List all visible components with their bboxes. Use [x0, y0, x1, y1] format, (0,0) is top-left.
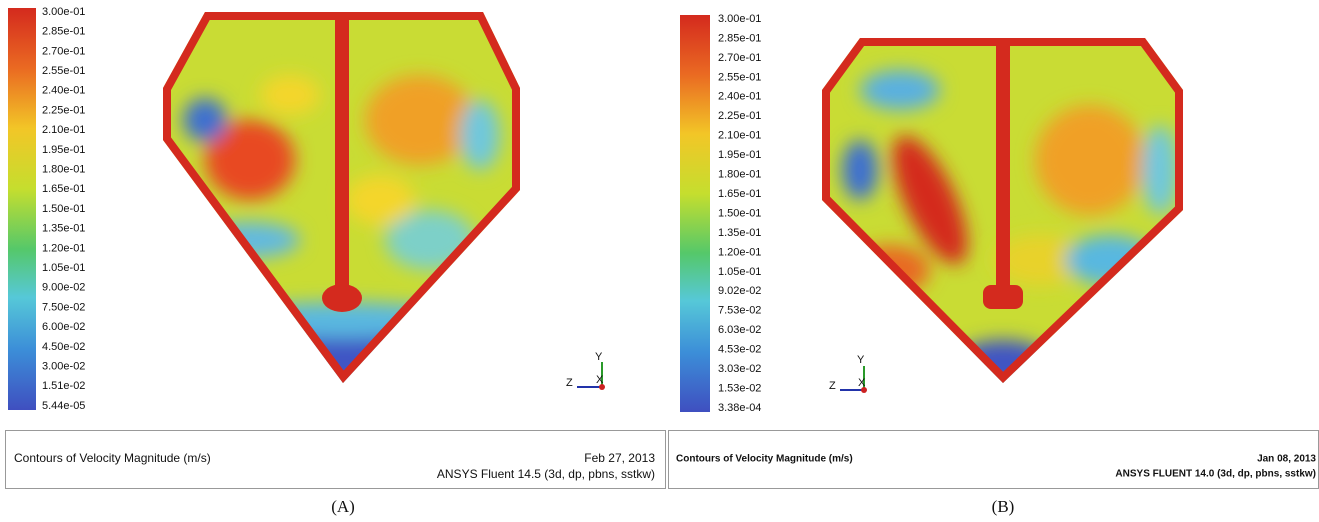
colorbar-label: 1.65e-01 [718, 188, 761, 200]
colorbar-label: 2.25e-01 [718, 110, 761, 122]
colorbar-label: 2.55e-01 [718, 71, 761, 83]
colorbar-label: 1.05e-01 [42, 262, 85, 274]
colorbar-label: 3.03e-02 [718, 363, 761, 375]
axis-triad: Y Z X [566, 351, 605, 390]
colorbar-label: 7.50e-02 [42, 301, 85, 313]
colorbar-label: 6.00e-02 [42, 321, 85, 333]
colorbar-label: 1.50e-01 [718, 207, 761, 219]
axis-label: X [596, 374, 604, 386]
colorbar-label: 2.40e-01 [718, 91, 761, 103]
colorbar-label: 5.44e-05 [42, 400, 85, 412]
colorbar-label: 1.80e-01 [718, 169, 761, 181]
colorbar-label: 3.00e-01 [42, 6, 85, 18]
colorbar-label: 2.70e-01 [42, 45, 85, 57]
axis-label: Y [857, 354, 865, 366]
colorbar-label: 4.50e-02 [42, 341, 85, 353]
footer-software: ANSYS Fluent 14.5 (3d, dp, pbns, sstkw) [437, 467, 655, 481]
colorbar [8, 8, 36, 410]
axis-triad: Y Z X [829, 354, 867, 393]
colorbar-label: 1.50e-01 [42, 203, 85, 215]
colorbar-label: 1.20e-01 [718, 246, 761, 258]
footer-title: Contours of Velocity Magnitude (m/s) [14, 451, 211, 465]
axis-label: X [858, 377, 866, 389]
colorbar-label: 7.53e-02 [718, 305, 761, 317]
colorbar [680, 15, 710, 412]
colorbar-label: 2.70e-01 [718, 52, 761, 64]
colorbar-label: 3.00e-01 [718, 13, 761, 25]
caption: (B) [992, 497, 1015, 516]
footer-title: Contours of Velocity Magnitude (m/s) [676, 454, 853, 465]
colorbar-label: 1.05e-01 [718, 266, 761, 278]
colorbar-label: 3.00e-02 [42, 361, 85, 373]
footer-date: Jan 08, 2013 [1257, 454, 1316, 465]
contour-b [822, 38, 1183, 383]
colorbar-label: 1.95e-01 [718, 149, 761, 161]
axis-label: Z [566, 377, 573, 389]
colorbar-label: 1.53e-02 [718, 382, 761, 394]
colorbar-label: 4.53e-02 [718, 344, 761, 356]
colorbar-label: 2.55e-01 [42, 65, 85, 77]
axis-label: Y [595, 351, 603, 363]
colorbar-label: 1.35e-01 [42, 223, 85, 235]
colorbar-label: 1.95e-01 [42, 144, 85, 156]
colorbar-label: 6.03e-02 [718, 324, 761, 336]
footer-software: ANSYS FLUENT 14.0 (3d, dp, pbns, sstkw) [1115, 469, 1316, 480]
colorbar-label: 2.10e-01 [42, 124, 85, 136]
caption: (A) [331, 497, 355, 516]
colorbar-label: 2.85e-01 [718, 32, 761, 44]
contour-a [163, 12, 520, 383]
colorbar-label: 1.20e-01 [42, 242, 85, 254]
footer-date: Feb 27, 2013 [584, 451, 655, 465]
colorbar-label: 2.40e-01 [42, 85, 85, 97]
colorbar-label: 1.80e-01 [42, 164, 85, 176]
colorbar-label: 9.02e-02 [718, 285, 761, 297]
colorbar-label: 3.38e-04 [718, 402, 761, 414]
axis-label: Z [829, 380, 836, 392]
colorbar-label: 2.25e-01 [42, 104, 85, 116]
colorbar-label: 1.65e-01 [42, 183, 85, 195]
colorbar-label: 2.85e-01 [42, 26, 85, 38]
footer-box [668, 430, 1319, 489]
footer-box [5, 430, 666, 489]
colorbar-label: 2.10e-01 [718, 130, 761, 142]
colorbar-label: 1.35e-01 [718, 227, 761, 239]
colorbar-label: 1.51e-02 [42, 380, 85, 392]
colorbar-label: 9.00e-02 [42, 282, 85, 294]
